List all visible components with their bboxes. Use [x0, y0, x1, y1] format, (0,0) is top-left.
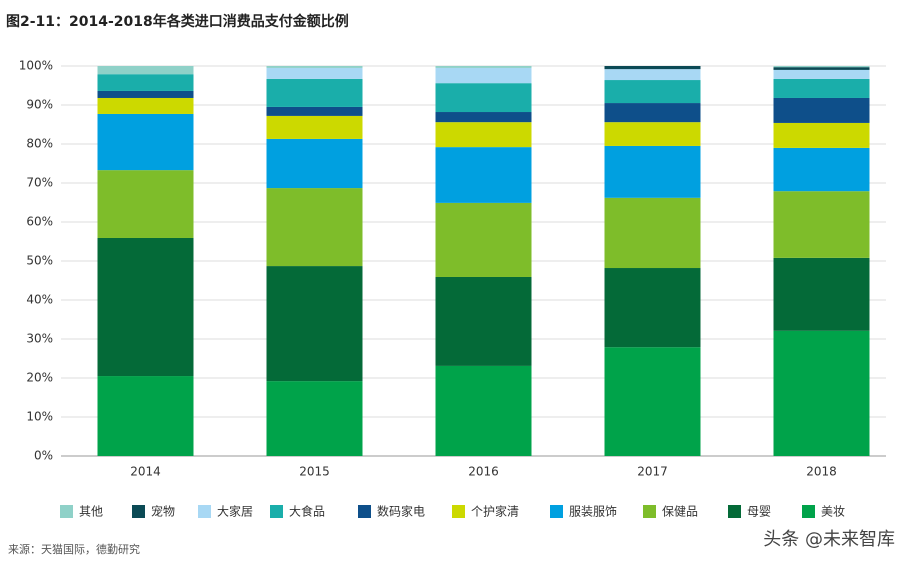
bar-segment — [97, 113, 194, 171]
bar-segment — [266, 115, 363, 139]
watermark: 头条 @未来智库 — [763, 529, 895, 550]
y-tick-label: 10% — [26, 410, 53, 424]
bar-segment — [773, 97, 870, 123]
legend-swatch — [132, 505, 145, 518]
bar-segment — [435, 83, 532, 113]
bar-segment — [97, 74, 194, 91]
bar-segment — [773, 66, 870, 68]
x-tick-label: 2018 — [806, 465, 837, 479]
bar-segment — [266, 78, 363, 107]
legend-label: 大食品 — [289, 504, 325, 519]
legend-swatch — [643, 505, 656, 518]
bar-segment — [435, 112, 532, 123]
bar-segment — [435, 147, 532, 203]
x-tick-label: 2014 — [130, 465, 161, 479]
y-tick-label: 70% — [26, 176, 53, 190]
bar-segment — [435, 202, 532, 277]
y-tick-label: 80% — [26, 137, 53, 151]
bar-segment — [266, 188, 363, 267]
bar-segment — [604, 69, 701, 81]
bar-segment — [266, 66, 363, 68]
y-tick-label: 100% — [19, 59, 53, 73]
bar-segment — [604, 66, 701, 70]
bar-segment — [604, 145, 701, 198]
legend-label: 其他 — [79, 505, 103, 519]
y-tick-label: 20% — [26, 371, 53, 385]
bar-segment — [604, 268, 701, 348]
source: 来源：天猫国际，德勤研究 — [8, 542, 140, 556]
y-tick-label: 30% — [26, 332, 53, 346]
bar-segment — [773, 67, 870, 70]
bar-segment — [266, 67, 363, 79]
legend-label: 宠物 — [151, 504, 175, 519]
bar-segment — [97, 170, 194, 238]
bar-segment — [773, 257, 870, 331]
legend-label: 大家居 — [217, 504, 253, 519]
legend-label: 保健品 — [662, 505, 698, 519]
bar-segment — [773, 69, 870, 79]
bar-segment — [97, 90, 194, 98]
bar-segment — [604, 103, 701, 123]
bar-segment — [435, 67, 532, 84]
y-tick-label: 40% — [26, 293, 53, 307]
legend-label: 数码家电 — [377, 504, 425, 519]
bar-segment — [435, 66, 532, 68]
legend-swatch — [802, 505, 815, 518]
legend-swatch — [358, 505, 371, 518]
bar-segment — [435, 122, 532, 148]
x-tick-label: 2016 — [468, 465, 499, 479]
bar-segment — [266, 266, 363, 382]
legend-label: 服装服饰 — [569, 505, 617, 519]
y-tick-label: 0% — [34, 449, 53, 463]
bar-segment — [773, 191, 870, 258]
legend-label: 美妆 — [821, 505, 845, 519]
chart-title: 图2-11：2014-2018年各类进口消费品支付金额比例 — [6, 13, 349, 30]
legend-label: 个护家清 — [471, 504, 519, 519]
y-tick-label: 60% — [26, 215, 53, 229]
y-tick-label: 50% — [26, 254, 53, 268]
legend-swatch — [452, 505, 465, 518]
legend-swatch — [550, 505, 563, 518]
bar-segment — [266, 381, 363, 456]
bar-segment — [773, 330, 870, 456]
bar-segment — [97, 66, 194, 75]
bar-segment — [773, 122, 870, 148]
legend-swatch — [270, 505, 283, 518]
legend-swatch — [60, 505, 73, 518]
bar-segment — [435, 276, 532, 366]
bar-segment — [604, 197, 701, 269]
x-tick-label: 2017 — [637, 465, 668, 479]
bar-segment — [773, 78, 870, 98]
bar-segment — [97, 97, 194, 114]
bar-segment — [604, 347, 701, 456]
bar-segment — [604, 80, 701, 104]
y-tick-label: 90% — [26, 98, 53, 112]
legend-swatch — [728, 505, 741, 518]
legend-label: 母婴 — [747, 505, 771, 519]
bar-segment — [97, 237, 194, 377]
bar-segment — [266, 138, 363, 189]
bar-segment — [773, 147, 870, 192]
bar-segment — [435, 365, 532, 456]
legend-swatch — [198, 505, 211, 518]
bar-segment — [266, 106, 363, 116]
bar-segment — [97, 376, 194, 456]
bar-segment — [604, 122, 701, 146]
x-tick-label: 2015 — [299, 465, 330, 479]
